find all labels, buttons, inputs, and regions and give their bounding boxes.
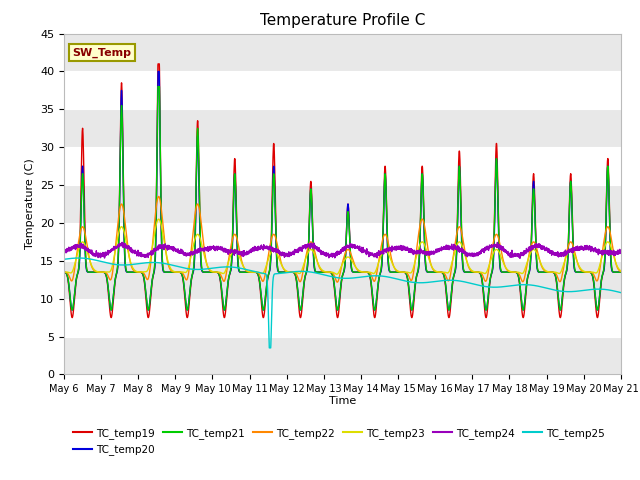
TC_temp25: [564, 289, 572, 295]
TC_temp24: [179, 251, 187, 257]
TC_temp22: [407, 277, 415, 283]
TC_temp25: [60, 256, 68, 262]
Legend: TC_temp19, TC_temp20, TC_temp21, TC_temp22, TC_temp23, TC_temp24, TC_temp25: TC_temp19, TC_temp20, TC_temp21, TC_temp…: [69, 424, 609, 459]
Line: TC_temp19: TC_temp19: [64, 64, 621, 318]
TC_temp19: [180, 280, 188, 286]
TC_temp24: [617, 249, 625, 255]
TC_temp20: [564, 250, 572, 256]
Bar: [64, 109, 621, 147]
TC_temp21: [397, 269, 404, 275]
TC_temp21: [60, 269, 68, 275]
TC_temp21: [617, 269, 625, 275]
TC_temp19: [617, 269, 625, 275]
Bar: [64, 261, 621, 299]
TC_temp24: [60, 248, 68, 254]
TC_temp20: [617, 269, 625, 275]
TC_temp24: [397, 247, 404, 252]
TC_temp23: [397, 269, 404, 275]
TC_temp20: [154, 69, 162, 74]
TC_temp20: [617, 269, 625, 275]
TC_temp23: [407, 270, 415, 276]
TC_temp19: [406, 308, 414, 314]
TC_temp23: [180, 269, 188, 275]
TC_temp25: [180, 265, 188, 271]
TC_temp25: [407, 279, 415, 285]
TC_temp20: [397, 269, 404, 275]
TC_temp23: [564, 249, 572, 255]
TC_temp20: [519, 307, 527, 313]
TC_temp24: [516, 255, 524, 261]
TC_temp23: [155, 216, 163, 222]
Line: TC_temp20: TC_temp20: [64, 72, 621, 310]
TC_temp19: [617, 269, 625, 275]
TC_temp19: [397, 269, 404, 275]
Bar: [64, 185, 621, 223]
TC_temp22: [617, 269, 625, 275]
Line: TC_temp22: TC_temp22: [64, 196, 621, 282]
TC_temp22: [216, 270, 223, 276]
Bar: [64, 336, 621, 374]
TC_temp20: [180, 278, 188, 284]
TC_temp21: [519, 307, 527, 313]
TC_temp19: [154, 61, 162, 67]
TC_temp20: [216, 273, 223, 279]
TC_temp22: [333, 279, 341, 285]
TC_temp25: [75, 255, 83, 261]
TC_temp22: [564, 243, 572, 249]
TC_temp23: [333, 271, 340, 277]
TC_temp22: [180, 272, 188, 277]
TC_temp24: [406, 247, 414, 252]
TC_temp21: [617, 269, 625, 275]
TC_temp21: [406, 301, 414, 307]
TC_temp24: [617, 248, 625, 254]
Title: Temperature Profile C: Temperature Profile C: [260, 13, 425, 28]
TC_temp25: [266, 345, 273, 351]
TC_temp25: [397, 277, 404, 283]
Line: TC_temp21: TC_temp21: [64, 86, 621, 310]
TC_temp21: [154, 84, 162, 89]
TC_temp21: [564, 244, 572, 250]
X-axis label: Time: Time: [329, 396, 356, 406]
Bar: [64, 34, 621, 72]
TC_temp22: [397, 269, 404, 275]
TC_temp25: [617, 290, 625, 296]
TC_temp21: [216, 273, 223, 279]
TC_temp23: [60, 269, 68, 275]
Text: SW_Temp: SW_Temp: [72, 48, 131, 58]
TC_temp19: [216, 274, 223, 280]
TC_temp23: [216, 269, 223, 275]
TC_temp24: [216, 245, 223, 251]
TC_temp19: [60, 269, 68, 275]
TC_temp22: [60, 269, 68, 275]
TC_temp24: [564, 247, 572, 253]
Line: TC_temp23: TC_temp23: [64, 219, 621, 274]
TC_temp20: [406, 301, 414, 307]
Y-axis label: Temperature (C): Temperature (C): [24, 158, 35, 250]
TC_temp25: [216, 264, 223, 270]
TC_temp20: [60, 269, 68, 275]
TC_temp21: [180, 278, 188, 284]
TC_temp23: [617, 268, 625, 274]
TC_temp23: [617, 268, 625, 274]
TC_temp19: [564, 245, 572, 251]
Line: TC_temp25: TC_temp25: [64, 258, 621, 348]
TC_temp25: [617, 290, 625, 296]
Line: TC_temp24: TC_temp24: [64, 242, 621, 258]
TC_temp24: [493, 240, 501, 245]
TC_temp22: [155, 193, 163, 199]
TC_temp22: [617, 269, 625, 275]
TC_temp19: [519, 315, 527, 321]
